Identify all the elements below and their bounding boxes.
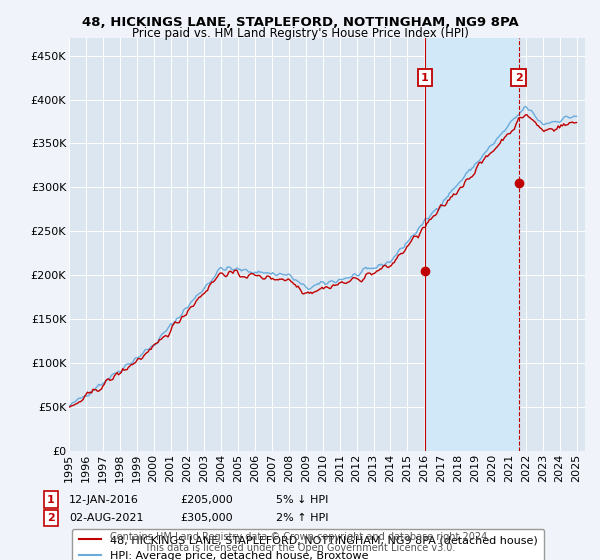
Text: 2% ↑ HPI: 2% ↑ HPI [276,513,329,523]
Text: 2: 2 [515,73,523,82]
Text: 02-AUG-2021: 02-AUG-2021 [69,513,143,523]
Text: Contains HM Land Registry data © Crown copyright and database right 2024.
This d: Contains HM Land Registry data © Crown c… [110,531,490,553]
Text: 1: 1 [47,494,55,505]
Text: 12-JAN-2016: 12-JAN-2016 [69,494,139,505]
Text: 1: 1 [421,73,429,82]
Text: £205,000: £205,000 [180,494,233,505]
Text: Price paid vs. HM Land Registry's House Price Index (HPI): Price paid vs. HM Land Registry's House … [131,27,469,40]
Legend: 48, HICKINGS LANE, STAPLEFORD, NOTTINGHAM, NG9 8PA (detached house), HPI: Averag: 48, HICKINGS LANE, STAPLEFORD, NOTTINGHA… [72,529,544,560]
Text: 5% ↓ HPI: 5% ↓ HPI [276,494,328,505]
Text: 48, HICKINGS LANE, STAPLEFORD, NOTTINGHAM, NG9 8PA: 48, HICKINGS LANE, STAPLEFORD, NOTTINGHA… [82,16,518,29]
Bar [425,38,518,451]
Text: 2: 2 [47,513,55,523]
Text: £305,000: £305,000 [180,513,233,523]
